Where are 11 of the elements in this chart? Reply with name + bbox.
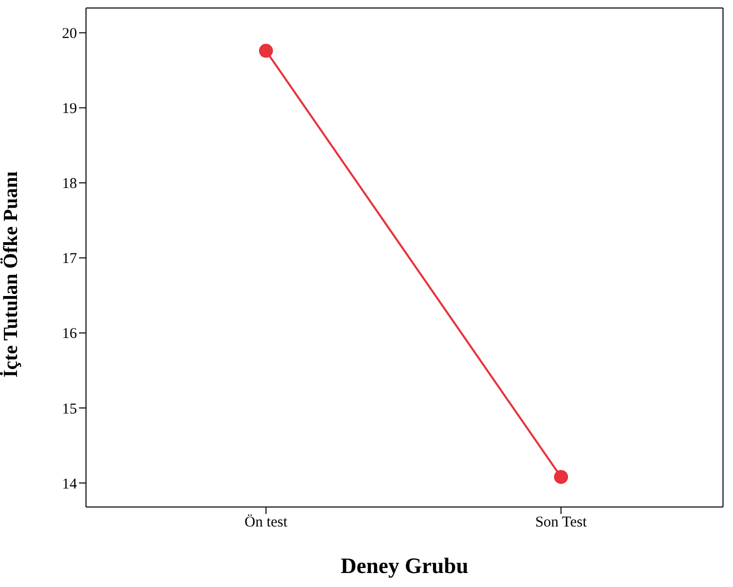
y-tick-label: 17 (62, 251, 78, 268)
y-tick-label: 19 (62, 101, 77, 118)
y-tick-label: 16 (62, 326, 78, 342)
y-tick-label: 20 (62, 26, 77, 42)
y-tick-label: 15 (62, 401, 77, 418)
y-tick-label: 18 (62, 176, 77, 192)
y-axis-title: İçte Tutulan Öfke Puanı (0, 170, 22, 378)
x-tick-label: Son Test (535, 514, 588, 531)
x-axis-title: Deney Grubu (340, 553, 468, 578)
x-tick-label: Ön test (244, 514, 288, 531)
y-tick-label: 14 (62, 476, 78, 492)
